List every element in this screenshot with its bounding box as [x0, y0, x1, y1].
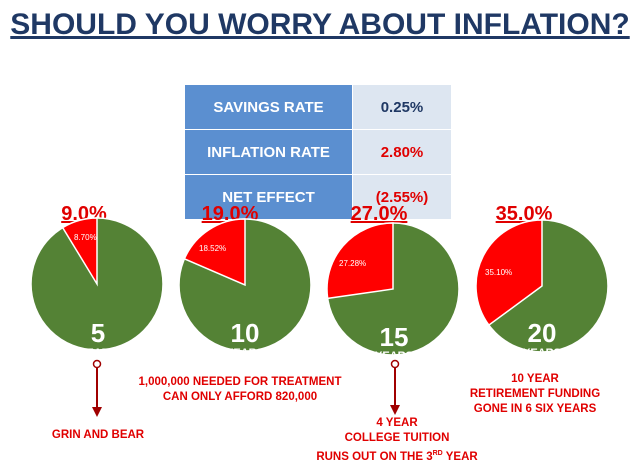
pie-2	[178, 218, 312, 352]
note-twenty-years-line-3: GONE IN 6 SIX YEARS	[473, 403, 597, 415]
table-row: INFLATION RATE 2.80%	[184, 129, 452, 175]
pie-3-headline: 27.0%	[350, 203, 408, 225]
net-effect-label: NET EFFECT	[184, 174, 353, 220]
savings-rate-value: 0.25%	[352, 84, 452, 130]
note-twenty-years-line-2: RETIREMENT FUNDING	[469, 388, 601, 400]
rates-table: SAVINGS RATE 0.25% INFLATION RATE 2.80% …	[184, 84, 452, 220]
pie-2-years: 10	[230, 318, 260, 348]
inflation-rate-label: INFLATION RATE	[184, 129, 353, 175]
pie-1-years-label: YEARS	[79, 347, 117, 359]
table-row: NET EFFECT (2.55%)	[184, 174, 452, 220]
pie-4-slice-label: 35.10%	[485, 268, 513, 277]
note-fifteen-years-line-2: COLLEGE TUITION	[344, 432, 450, 444]
note-fifteen-years-line-3: RUNS OUT ON THE 3RD YEAR	[302, 446, 492, 465]
pie-1	[30, 217, 164, 351]
note-fifteen-years-line-3-post: YEAR	[442, 450, 478, 463]
pie-slice	[326, 222, 394, 300]
note-ten-years: 1,000,000 NEEDED FOR TREATMENT CAN ONLY …	[130, 375, 350, 405]
pie-slice	[183, 218, 246, 287]
note-ten-years-line-1: 1,000,000 NEEDED FOR TREATMENT	[138, 376, 342, 388]
net-effect-value: (2.55%)	[352, 174, 452, 220]
pie-3-years: 15	[379, 322, 409, 352]
note-fifteen-years-line-1: 4 YEAR	[376, 417, 418, 429]
note-fifteen-years-line-3-sup: RD	[432, 450, 443, 457]
note-twenty-years: 10 YEAR RETIREMENT FUNDING GONE IN 6 SIX…	[460, 372, 610, 417]
table-row: SAVINGS RATE 0.25%	[184, 84, 452, 130]
pie-slice	[61, 217, 98, 287]
pie-slice	[475, 219, 543, 327]
pie-4-years-label: YEARS	[523, 347, 561, 359]
note-fifteen-years: 4 YEAR COLLEGE TUITION RUNS OUT ON THE 3…	[302, 416, 492, 465]
note-twenty-years-line-1: 10 YEAR	[511, 373, 559, 385]
pie-3-slice-label: 27.28%	[339, 259, 367, 268]
pie-2-slice-label: 18.52%	[199, 244, 227, 253]
pie-1-years: 5	[90, 318, 106, 348]
pie-3-years-label: YEARS	[375, 350, 413, 362]
note-five-years: GRIN AND BEAR	[51, 429, 145, 441]
pie-4	[475, 219, 609, 353]
pie-3	[326, 222, 460, 356]
pie-1-slice-label: 8.70%	[74, 233, 97, 242]
note-ten-years-line-2: CAN ONLY AFFORD 820,000	[162, 391, 318, 403]
page-title: SHOULD YOU WORRY ABOUT INFLATION?	[10, 8, 630, 41]
pie-4-years: 20	[527, 318, 557, 348]
note-fifteen-years-line-3-pre: RUNS OUT ON THE 3	[316, 450, 433, 463]
arrow-origin-dot	[92, 359, 102, 369]
savings-rate-label: SAVINGS RATE	[184, 84, 353, 130]
pie-2-years-label: YEARS	[226, 347, 264, 359]
inflation-rate-value: 2.80%	[352, 129, 452, 175]
